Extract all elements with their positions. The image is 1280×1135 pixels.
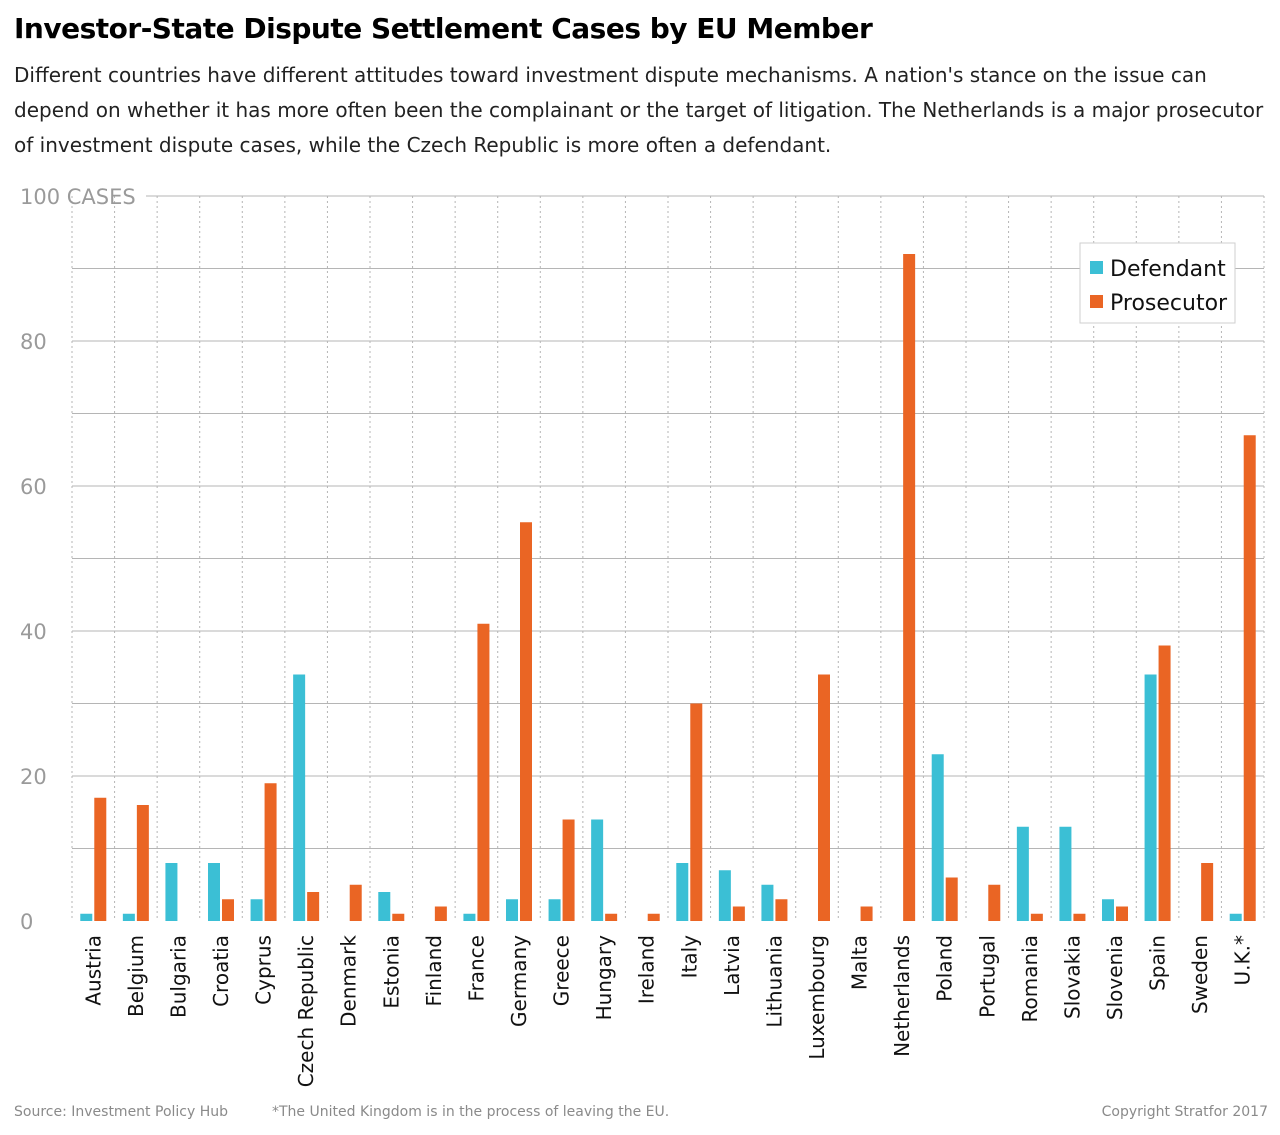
bar-defendant-latvia <box>718 870 731 921</box>
bar-prosecutor-sweden <box>1201 863 1214 921</box>
bar-defendant-greece <box>548 899 561 921</box>
bar-defendant-cyprus <box>250 899 263 921</box>
y-tick-label: 80 <box>20 330 47 354</box>
bar-prosecutor-slovenia <box>1116 906 1128 921</box>
x-tick-label: Portugal <box>975 935 999 1018</box>
x-tick-label: Estonia <box>379 935 403 1009</box>
x-tick-label: Netherlands <box>890 935 914 1057</box>
legend: Defendant Prosecutor <box>1079 242 1236 324</box>
x-tick-label: Lithuania <box>762 935 786 1028</box>
x-tick-label: Bulgaria <box>166 935 190 1018</box>
source-note: Source: Investment Policy Hub <box>14 1104 229 1120</box>
x-tick-label: Greece <box>550 935 574 1006</box>
x-tick-label: Spain <box>1146 935 1170 991</box>
x-tick-label: Croatia <box>209 935 233 1007</box>
footnote: *The United Kingdom is in the process of… <box>272 1104 670 1120</box>
x-tick-label: Latvia <box>720 935 744 996</box>
x-tick-label: Belgium <box>124 935 148 1017</box>
copyright: Copyright Stratfor 2017 <box>1101 1104 1268 1120</box>
bar-defendant-france <box>463 913 476 921</box>
bar-defendant-hungary <box>591 819 604 921</box>
bar-prosecutor-luxembourg <box>818 674 830 921</box>
y-tick-label: 60 <box>20 475 47 499</box>
bar-defendant-croatia <box>208 863 220 921</box>
bar-defendant-estonia <box>378 892 391 921</box>
bar-prosecutor-denmark <box>349 884 362 921</box>
x-tick-label: Finland <box>422 935 446 1006</box>
legend-box <box>1079 242 1236 324</box>
bar-prosecutor-finland <box>434 906 447 921</box>
x-tick-label: France <box>464 935 488 1002</box>
x-tick-label: Ireland <box>635 935 659 1004</box>
bar-defendant-austria <box>80 913 93 921</box>
y-tick-label: 20 <box>20 765 47 789</box>
bar-prosecutor-malta <box>860 906 873 921</box>
bar-prosecutor-poland <box>945 877 958 921</box>
x-tick-label: Italy <box>677 935 701 979</box>
bar-prosecutor-ireland <box>647 913 660 921</box>
bar-defendant-germany <box>506 899 518 921</box>
bar-prosecutor-netherlands <box>903 254 916 921</box>
x-axis-labels: Austria Belgium Bulgaria Croatia Cyprus Czech… <box>81 935 1254 1088</box>
bar-prosecutor-u-k <box>1243 435 1256 921</box>
gridlines <box>71 195 1265 921</box>
x-tick-label: Romania <box>1018 935 1042 1022</box>
bar-chart: 0 20 40 60 80 100 CASES Austria Belgium Bulgari… <box>20 185 1265 1088</box>
bar-defendant-romania <box>1016 826 1029 921</box>
chart-subtitle: Different countries have different attit… <box>14 63 1264 157</box>
x-tick-label: Poland <box>933 935 957 1002</box>
x-tick-label: Sweden <box>1188 935 1212 1014</box>
bar-defendant-slovenia <box>1102 899 1114 921</box>
x-tick-label: Cyprus <box>252 935 276 1005</box>
bar-defendant-italy <box>676 863 689 921</box>
bar-prosecutor-germany <box>520 522 532 921</box>
bars <box>80 254 1256 921</box>
bar-prosecutor-lithuania <box>775 899 788 921</box>
bar-defendant-lithuania <box>761 884 774 921</box>
bar-defendant-czech-republic <box>293 674 306 921</box>
x-tick-label: Malta <box>848 935 872 990</box>
bar-prosecutor-estonia <box>392 913 405 921</box>
x-tick-label: Czech Republic <box>294 935 318 1087</box>
y-tick-label: 0 <box>20 910 33 934</box>
bar-prosecutor-belgium <box>136 805 149 921</box>
bar-prosecutor-romania <box>1030 913 1043 921</box>
bar-defendant-u-k <box>1229 913 1242 921</box>
y-axis-ticks: 0 20 40 60 80 100 CASES <box>20 185 136 934</box>
bar-prosecutor-croatia <box>222 899 234 921</box>
y-tick-label: 40 <box>20 620 47 644</box>
legend-swatch-prosecutor <box>1090 295 1103 308</box>
bar-prosecutor-austria <box>94 797 107 921</box>
legend-label-defendant: Defendant <box>1110 257 1226 282</box>
bar-prosecutor-portugal <box>988 884 1001 921</box>
bar-prosecutor-czech-republic <box>307 892 320 921</box>
x-tick-label: Hungary <box>592 935 616 1021</box>
bar-prosecutor-slovakia <box>1073 913 1086 921</box>
bar-prosecutor-cyprus <box>264 783 277 921</box>
bar-defendant-slovakia <box>1059 826 1072 921</box>
legend-swatch-defendant <box>1090 261 1103 274</box>
bar-prosecutor-france <box>477 623 490 921</box>
x-tick-label: Germany <box>507 935 531 1027</box>
bar-defendant-bulgaria <box>165 863 178 921</box>
x-tick-label: Austria <box>81 935 105 1006</box>
bar-defendant-poland <box>931 754 944 921</box>
bar-prosecutor-spain <box>1158 645 1171 921</box>
bar-defendant-spain <box>1144 674 1157 921</box>
bar-prosecutor-italy <box>690 703 703 921</box>
x-tick-label: Slovakia <box>1060 935 1084 1019</box>
chart-title: Investor-State Dispute Settlement Cases … <box>14 12 873 45</box>
x-tick-label: U.K.* <box>1231 935 1255 985</box>
x-tick-label: Luxembourg <box>805 935 829 1060</box>
y-tick-label: 100 CASES <box>20 185 136 209</box>
bar-prosecutor-hungary <box>605 913 618 921</box>
bar-prosecutor-latvia <box>732 906 745 921</box>
footer: Source: Investment Policy Hub *The Unite… <box>0 1104 1280 1128</box>
x-tick-label: Denmark <box>337 935 361 1027</box>
x-tick-label: Slovenia <box>1103 935 1127 1020</box>
legend-label-prosecutor: Prosecutor <box>1110 291 1228 316</box>
bar-prosecutor-greece <box>562 819 575 921</box>
bar-defendant-belgium <box>122 913 135 921</box>
